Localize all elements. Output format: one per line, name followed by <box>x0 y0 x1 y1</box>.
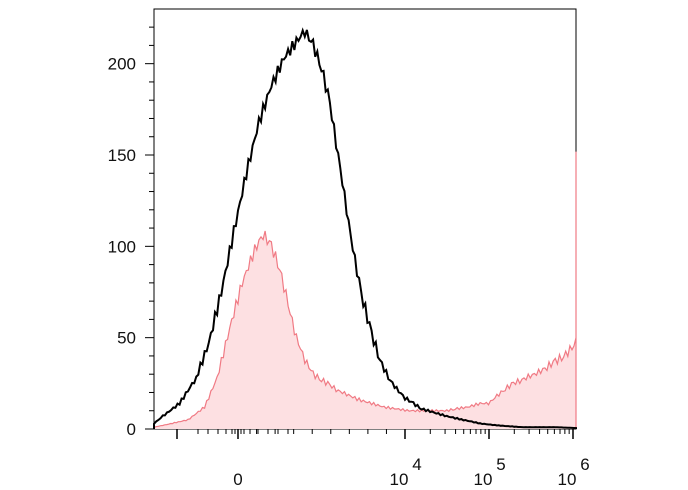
y-tick-label: 200 <box>108 55 136 74</box>
y-axis: 0 50 100 150 200 <box>108 26 154 439</box>
y-tick-label: 150 <box>108 146 136 165</box>
y-tick-label: 50 <box>117 329 136 348</box>
x-tick-label: 10 <box>558 470 577 489</box>
x-tick-exponent: 4 <box>412 455 421 474</box>
x-tick-exponent: 6 <box>580 455 589 474</box>
plot-frame <box>153 8 577 430</box>
x-tick-exponent: 5 <box>496 455 505 474</box>
series-layer <box>153 27 577 430</box>
series-0-line <box>153 27 577 430</box>
x-tick-label: 0 <box>233 470 242 489</box>
y-tick-label: 100 <box>108 237 136 256</box>
x-tick-label: 10 <box>474 470 493 489</box>
y-tick-label: 0 <box>127 420 136 439</box>
series-1-area <box>154 151 576 429</box>
series-1-line <box>153 151 577 429</box>
x-tick-label: 10 <box>390 470 409 489</box>
